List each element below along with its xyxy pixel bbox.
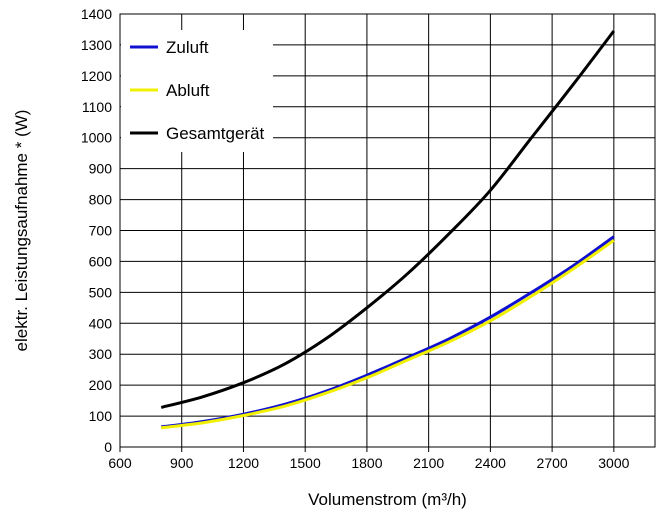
y-tick-label: 800 [89,192,113,208]
plot-frame [119,13,656,448]
y-tick-label: 500 [89,284,113,300]
x-axis-title: Volumenstrom (m³/h) [308,490,467,509]
x-tick-label: 1800 [351,455,382,471]
series-lines [160,30,615,430]
y-tick-labels: 0 100 200 300 400 500 600 700 800 900 1000 1100 1200… [81,6,112,455]
x-tick-label: 2400 [475,455,506,471]
x-tick-label: 3000 [598,455,629,471]
y-tick-label: 900 [89,161,113,177]
x-tick-label: 600 [108,455,132,471]
legend: Zuluft Abluft Gesamtgerät [121,30,273,152]
y-axis-title: elektr. Leistungsaufnahme * (W) [12,110,31,352]
y-tick-label: 1300 [81,37,112,53]
x-tick-label: 900 [170,455,194,471]
legend-label-abluft: Abluft [166,81,210,100]
y-tick-label: 0 [104,439,112,455]
series-line-abluft [161,239,615,430]
y-tick-label: 300 [89,346,113,362]
x-tick-label: 1200 [228,455,259,471]
y-tick-label: 1200 [81,68,112,84]
y-tick-label: 700 [89,223,113,239]
x-tick-label: 1500 [290,455,321,471]
x-tick-label: 2700 [537,455,568,471]
y-tick-label: 1400 [81,6,112,22]
y-tick-label: 200 [89,377,113,393]
y-tick-label: 1100 [82,99,112,115]
legend-label-zuluft: Zuluft [166,38,209,57]
x-tick-label: 2100 [413,455,444,471]
y-tick-label: 600 [89,253,113,269]
x-tick-labels: 600 900 1200 1500 1800 2100 2400 2700 3000 [108,455,629,471]
series-line-gesamtger-t [160,30,615,409]
y-tick-label: 1000 [81,130,112,146]
y-tick-label: 100 [89,408,113,424]
y-tick-label: 400 [89,315,113,331]
legend-label-gesamtger-t: Gesamtgerät [166,124,265,143]
